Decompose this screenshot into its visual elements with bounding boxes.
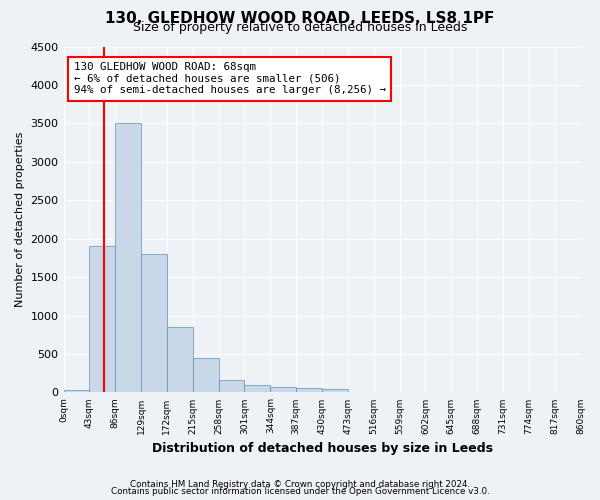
Bar bbox=[141, 254, 167, 392]
Text: 130, GLEDHOW WOOD ROAD, LEEDS, LS8 1PF: 130, GLEDHOW WOOD ROAD, LEEDS, LS8 1PF bbox=[106, 11, 494, 26]
Y-axis label: Number of detached properties: Number of detached properties bbox=[15, 132, 25, 307]
Bar bbox=[271, 387, 296, 392]
Text: Size of property relative to detached houses in Leeds: Size of property relative to detached ho… bbox=[133, 22, 467, 35]
Bar bbox=[193, 358, 218, 392]
Bar bbox=[218, 380, 244, 392]
Text: 130 GLEDHOW WOOD ROAD: 68sqm
← 6% of detached houses are smaller (506)
94% of se: 130 GLEDHOW WOOD ROAD: 68sqm ← 6% of det… bbox=[74, 62, 386, 96]
Text: Contains public sector information licensed under the Open Government Licence v3: Contains public sector information licen… bbox=[110, 487, 490, 496]
Bar bbox=[89, 246, 115, 392]
Bar bbox=[167, 327, 193, 392]
X-axis label: Distribution of detached houses by size in Leeds: Distribution of detached houses by size … bbox=[152, 442, 493, 455]
Bar bbox=[244, 384, 271, 392]
Bar bbox=[115, 124, 141, 392]
Text: Contains HM Land Registry data © Crown copyright and database right 2024.: Contains HM Land Registry data © Crown c… bbox=[130, 480, 470, 489]
Bar bbox=[322, 388, 348, 392]
Bar bbox=[296, 388, 322, 392]
Bar bbox=[64, 390, 89, 392]
